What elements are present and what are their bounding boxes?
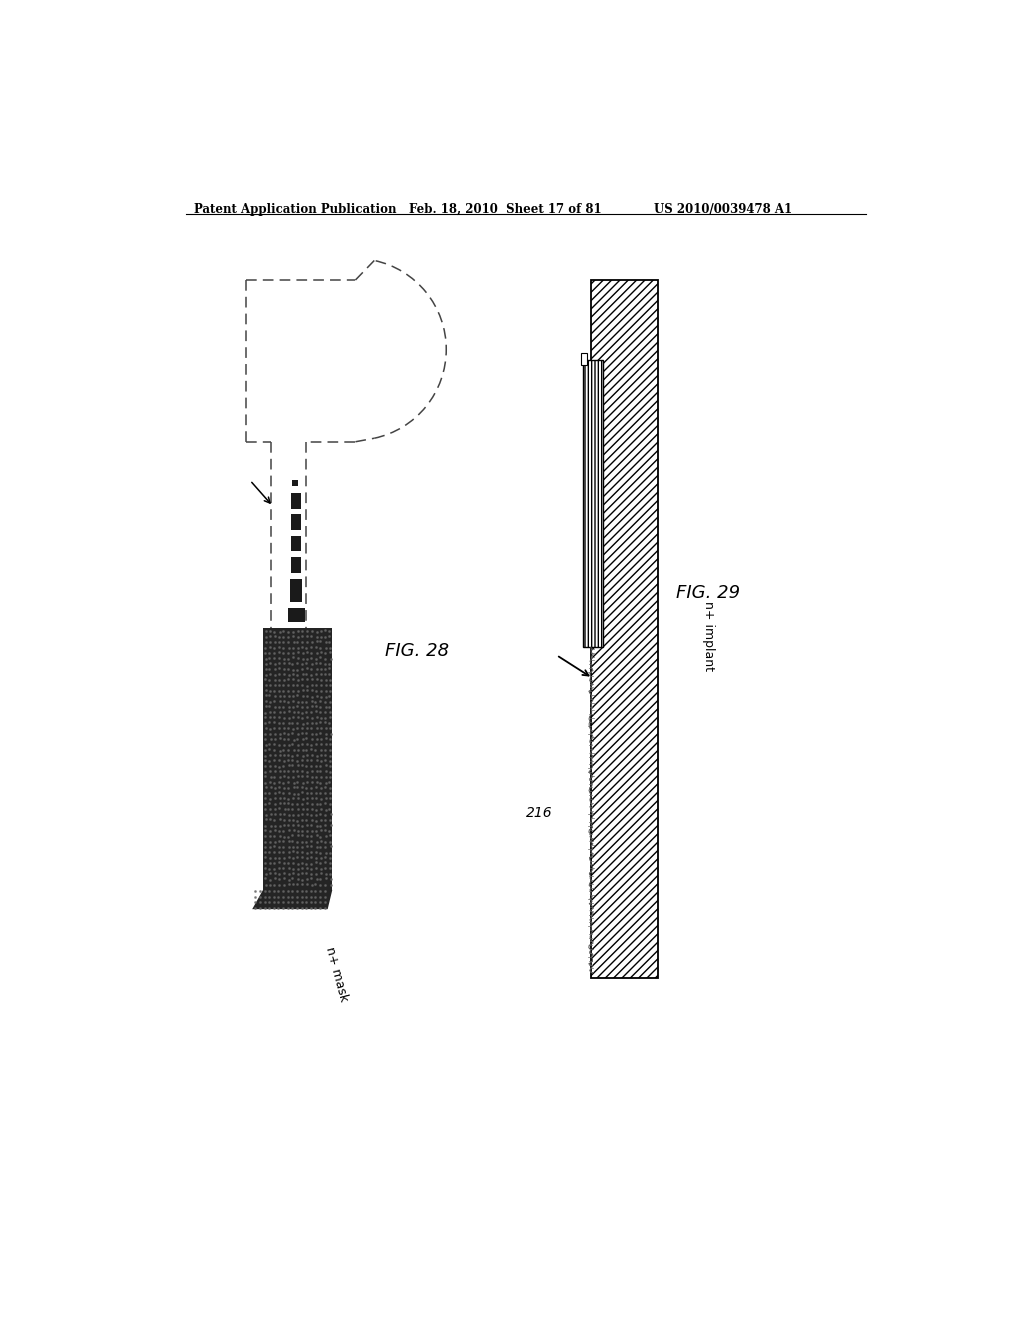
Bar: [292, 480, 298, 487]
Bar: [290, 578, 302, 602]
Bar: [288, 609, 304, 622]
Bar: [292, 557, 301, 573]
Text: 216: 216: [526, 807, 553, 820]
Bar: [584, 360, 602, 647]
Text: Feb. 18, 2010  Sheet 17 of 81: Feb. 18, 2010 Sheet 17 of 81: [410, 203, 602, 216]
Text: US 2010/0039478 A1: US 2010/0039478 A1: [654, 203, 793, 216]
Bar: [591, 280, 658, 978]
Text: FIG. 29: FIG. 29: [676, 585, 740, 602]
Bar: [263, 628, 333, 890]
Text: Patent Application Publication: Patent Application Publication: [194, 203, 396, 216]
Bar: [292, 515, 301, 529]
Bar: [292, 494, 301, 508]
Polygon shape: [252, 890, 333, 909]
Text: n+ mask: n+ mask: [324, 946, 350, 1003]
Bar: [292, 536, 301, 552]
Text: n+ implant: n+ implant: [701, 601, 715, 671]
Text: FIG. 28: FIG. 28: [385, 643, 449, 660]
Bar: [581, 354, 587, 364]
